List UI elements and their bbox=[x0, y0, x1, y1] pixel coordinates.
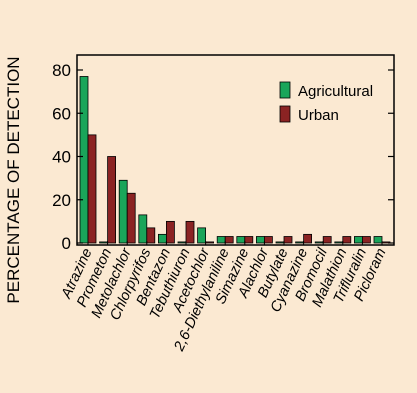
bar-agricultural-4 bbox=[157, 233, 167, 244]
y-tick-label: 20 bbox=[52, 191, 71, 210]
bar-agricultural-5 bbox=[177, 241, 187, 244]
y-tick-label: 40 bbox=[52, 148, 71, 167]
bar-urban-3 bbox=[146, 227, 156, 244]
bar-agricultural-14 bbox=[353, 236, 363, 244]
legend: Agricultural Urban bbox=[279, 81, 373, 124]
bar-urban-12 bbox=[322, 236, 332, 244]
bar-agricultural-2 bbox=[118, 179, 128, 244]
bar-agricultural-8 bbox=[236, 236, 246, 244]
bar-urban-13 bbox=[342, 236, 352, 244]
bar-agricultural-10 bbox=[275, 241, 285, 244]
y-tick-label: 0 bbox=[62, 234, 71, 253]
bar-urban-1 bbox=[107, 156, 116, 244]
legend-swatch bbox=[279, 81, 291, 99]
bar-urban-11 bbox=[303, 233, 313, 244]
y-axis: 0 20 40 60 80 bbox=[52, 61, 394, 253]
bar-agricultural-12 bbox=[314, 241, 324, 244]
legend-label: Agricultural bbox=[298, 83, 373, 100]
bar-urban-7 bbox=[224, 236, 234, 244]
bar-urban-10 bbox=[283, 236, 293, 244]
y-tick-label: 60 bbox=[52, 104, 71, 123]
bar-agricultural-3 bbox=[138, 214, 148, 244]
bar-urban-8 bbox=[244, 236, 254, 244]
bar-agricultural-1 bbox=[99, 241, 108, 244]
y-tick-label: 80 bbox=[52, 61, 71, 80]
bar-urban-2 bbox=[126, 192, 136, 244]
bar-urban-14 bbox=[361, 236, 371, 244]
x-axis: AtrazinePrometonMetolachlorChlorpyrifosB… bbox=[58, 245, 389, 355]
bar-urban-0 bbox=[87, 134, 97, 244]
bar-urban-9 bbox=[263, 236, 273, 244]
bar-agricultural-11 bbox=[295, 241, 305, 244]
legend-label: Urban bbox=[298, 107, 339, 124]
bar-urban-6 bbox=[205, 241, 215, 244]
bar-urban-5 bbox=[185, 220, 195, 244]
bar-agricultural-0 bbox=[79, 76, 89, 244]
bar-agricultural-6 bbox=[197, 227, 207, 244]
y-axis-title: PERCENTAGE OF DETECTION bbox=[4, 56, 23, 303]
legend-swatch bbox=[279, 105, 291, 123]
bar-urban-4 bbox=[165, 220, 175, 244]
bar-agricultural-9 bbox=[255, 236, 265, 244]
bar-agricultural-15 bbox=[373, 236, 383, 244]
bars-group bbox=[79, 76, 391, 245]
bar-agricultural-13 bbox=[334, 241, 344, 244]
bar-agricultural-7 bbox=[216, 236, 226, 244]
